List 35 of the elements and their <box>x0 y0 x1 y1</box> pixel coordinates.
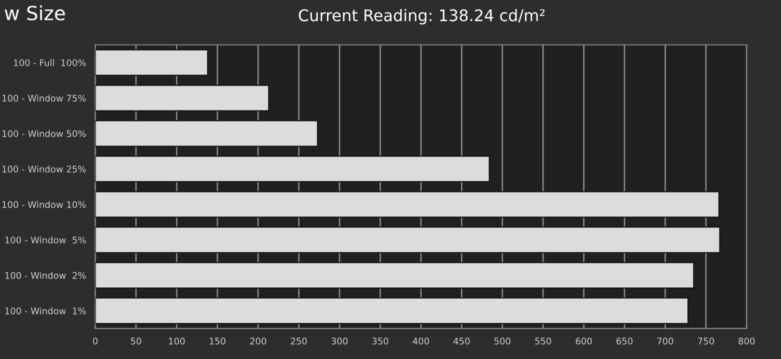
y-tick-label: 100 - Window 1% <box>5 307 86 314</box>
x-tick-label: 350 <box>372 338 388 344</box>
y-tick-label: 100 - Window 2% <box>5 272 86 279</box>
x-tick-label: 200 <box>250 338 266 344</box>
x-tick-label: 750 <box>698 338 714 344</box>
x-tick-label: 400 <box>412 338 429 344</box>
bar <box>95 226 720 254</box>
x-tick-label: 550 <box>535 338 552 344</box>
x-tick-label: 500 <box>494 338 510 344</box>
x-tick-label: 600 <box>576 338 592 344</box>
bar <box>95 191 720 218</box>
bar <box>95 156 490 182</box>
bar <box>95 84 270 112</box>
chart-title: w Size <box>4 5 65 20</box>
x-tick-label: 250 <box>290 338 307 344</box>
x-tick-label: 0 <box>93 338 98 344</box>
x-tick-label: 300 <box>332 338 348 344</box>
x-tick-label: 650 <box>616 338 633 344</box>
y-tick-label: 100 - Window 50% <box>2 130 86 138</box>
x-tick-label: 700 <box>657 338 674 344</box>
y-tick-label: 100 - Window 25% <box>2 166 86 173</box>
bar <box>95 297 689 324</box>
bar <box>95 262 694 289</box>
bar <box>95 49 208 76</box>
x-tick-label: 100 <box>169 338 185 344</box>
bar <box>95 120 318 147</box>
x-tick-label: 150 <box>210 338 226 344</box>
y-tick-label: 100 - Full 100% <box>14 59 86 66</box>
x-tick-label: 450 <box>453 338 470 344</box>
x-tick-label: 50 <box>130 338 142 344</box>
y-tick-label: 100 - Window 10% <box>2 200 86 208</box>
chart-subtitle: Current Reading: 138.24 cd/m² <box>298 8 545 24</box>
y-tick-label: 100 - Window 75% <box>2 94 86 102</box>
x-tick-label: 800 <box>738 338 755 344</box>
y-tick-label: 100 - Window 5% <box>5 236 86 244</box>
